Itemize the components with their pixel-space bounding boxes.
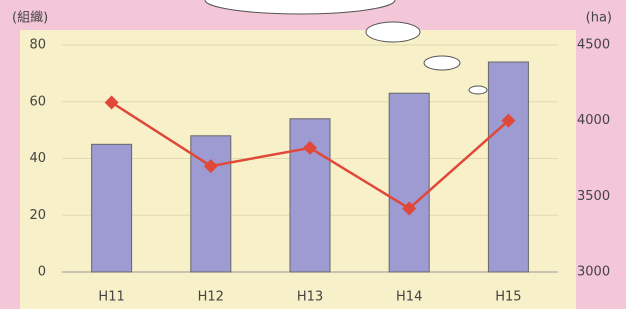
- cloud: [469, 86, 487, 94]
- y2-tick-label: 3500: [577, 189, 610, 204]
- y-tick-label: 20: [29, 208, 46, 223]
- y-tick-label: 0: [38, 265, 46, 280]
- y-tick-label: 40: [29, 151, 46, 166]
- cloud: [424, 56, 460, 70]
- y2-tick-label: 4000: [577, 113, 610, 128]
- y-tick-label: 60: [29, 94, 46, 109]
- cloud: [366, 22, 420, 42]
- bar: [92, 144, 132, 272]
- y2-tick-label: 4500: [577, 38, 610, 53]
- chart: (組織) (ha) 0 20 40 60 80 3000 3500 4000 4500 H11 H1…: [0, 0, 626, 309]
- y2-tick-label: 3000: [577, 265, 610, 280]
- bar: [389, 93, 429, 272]
- x-tick-label: H15: [495, 290, 521, 305]
- y-axis-label: (組織): [12, 11, 48, 26]
- x-tick-label: H13: [297, 290, 323, 305]
- x-tick-label: H12: [198, 290, 224, 305]
- y2-axis-label: (ha): [586, 11, 612, 26]
- x-tick-label: H14: [396, 290, 422, 305]
- bar: [488, 62, 528, 272]
- x-tick-label: H11: [98, 290, 124, 305]
- y-tick-label: 80: [29, 38, 46, 53]
